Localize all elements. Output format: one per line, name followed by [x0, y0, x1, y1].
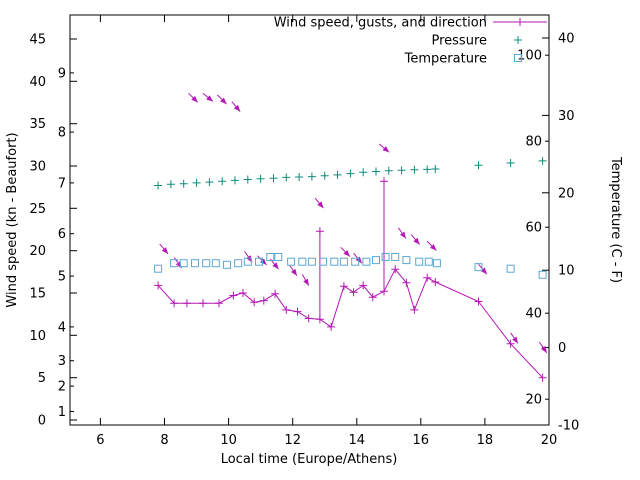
- svg-text:3: 3: [58, 354, 66, 369]
- svg-text:8: 8: [160, 433, 168, 448]
- svg-text:0: 0: [38, 414, 46, 429]
- svg-text:10: 10: [29, 329, 46, 344]
- svg-text:14: 14: [349, 433, 366, 448]
- y-left-axis-label: Wind speed (kn - Beaufort): [5, 132, 20, 307]
- legend-wind-label: Wind speed, gusts, and direction: [274, 16, 487, 31]
- svg-text:2: 2: [58, 380, 66, 395]
- svg-text:25: 25: [29, 202, 46, 217]
- svg-text:18: 18: [477, 433, 494, 448]
- svg-text:9: 9: [58, 66, 66, 81]
- svg-text:1: 1: [58, 405, 66, 420]
- svg-text:6: 6: [96, 433, 104, 448]
- svg-text:16: 16: [413, 433, 430, 448]
- plot-layer: 6 8 10 12 14 16 18 2005101520253035404512345678…: [29, 14, 579, 448]
- svg-text:20: 20: [29, 244, 46, 259]
- svg-text:-10: -10: [558, 419, 579, 434]
- svg-text:12: 12: [284, 433, 301, 448]
- svg-text:15: 15: [29, 287, 46, 302]
- legend-samples: [493, 18, 547, 62]
- svg-text:60: 60: [525, 221, 542, 236]
- svg-text:4: 4: [58, 320, 66, 335]
- svg-text:0: 0: [558, 341, 566, 356]
- svg-text:45: 45: [29, 33, 46, 48]
- x-axis-label: Local time (Europe/Athens): [221, 452, 398, 467]
- svg-text:20: 20: [541, 433, 558, 448]
- svg-text:40: 40: [29, 75, 46, 90]
- legend-pressure-label: Pressure: [431, 34, 487, 49]
- svg-text:7: 7: [58, 176, 66, 191]
- temperature-series: [154, 253, 547, 279]
- svg-text:5: 5: [38, 371, 46, 386]
- svg-text:10: 10: [220, 433, 237, 448]
- svg-text:10: 10: [558, 264, 575, 279]
- svg-text:30: 30: [29, 160, 46, 175]
- svg-text:40: 40: [558, 32, 575, 47]
- svg-text:100: 100: [517, 49, 542, 64]
- svg-text:80: 80: [525, 135, 542, 150]
- svg-text:40: 40: [525, 307, 542, 322]
- svg-text:30: 30: [558, 109, 575, 124]
- wind-series: [154, 92, 548, 382]
- svg-text:5: 5: [58, 270, 66, 285]
- svg-text:20: 20: [558, 186, 575, 201]
- svg-text:20: 20: [525, 393, 542, 408]
- svg-text:6: 6: [58, 227, 66, 242]
- legend-temperature-label: Temperature: [404, 52, 487, 67]
- y-right-axis-label: Temperature (C - F): [608, 156, 623, 283]
- svg-text:35: 35: [29, 117, 46, 132]
- pressure-series: [154, 156, 547, 190]
- svg-text:8: 8: [58, 126, 66, 141]
